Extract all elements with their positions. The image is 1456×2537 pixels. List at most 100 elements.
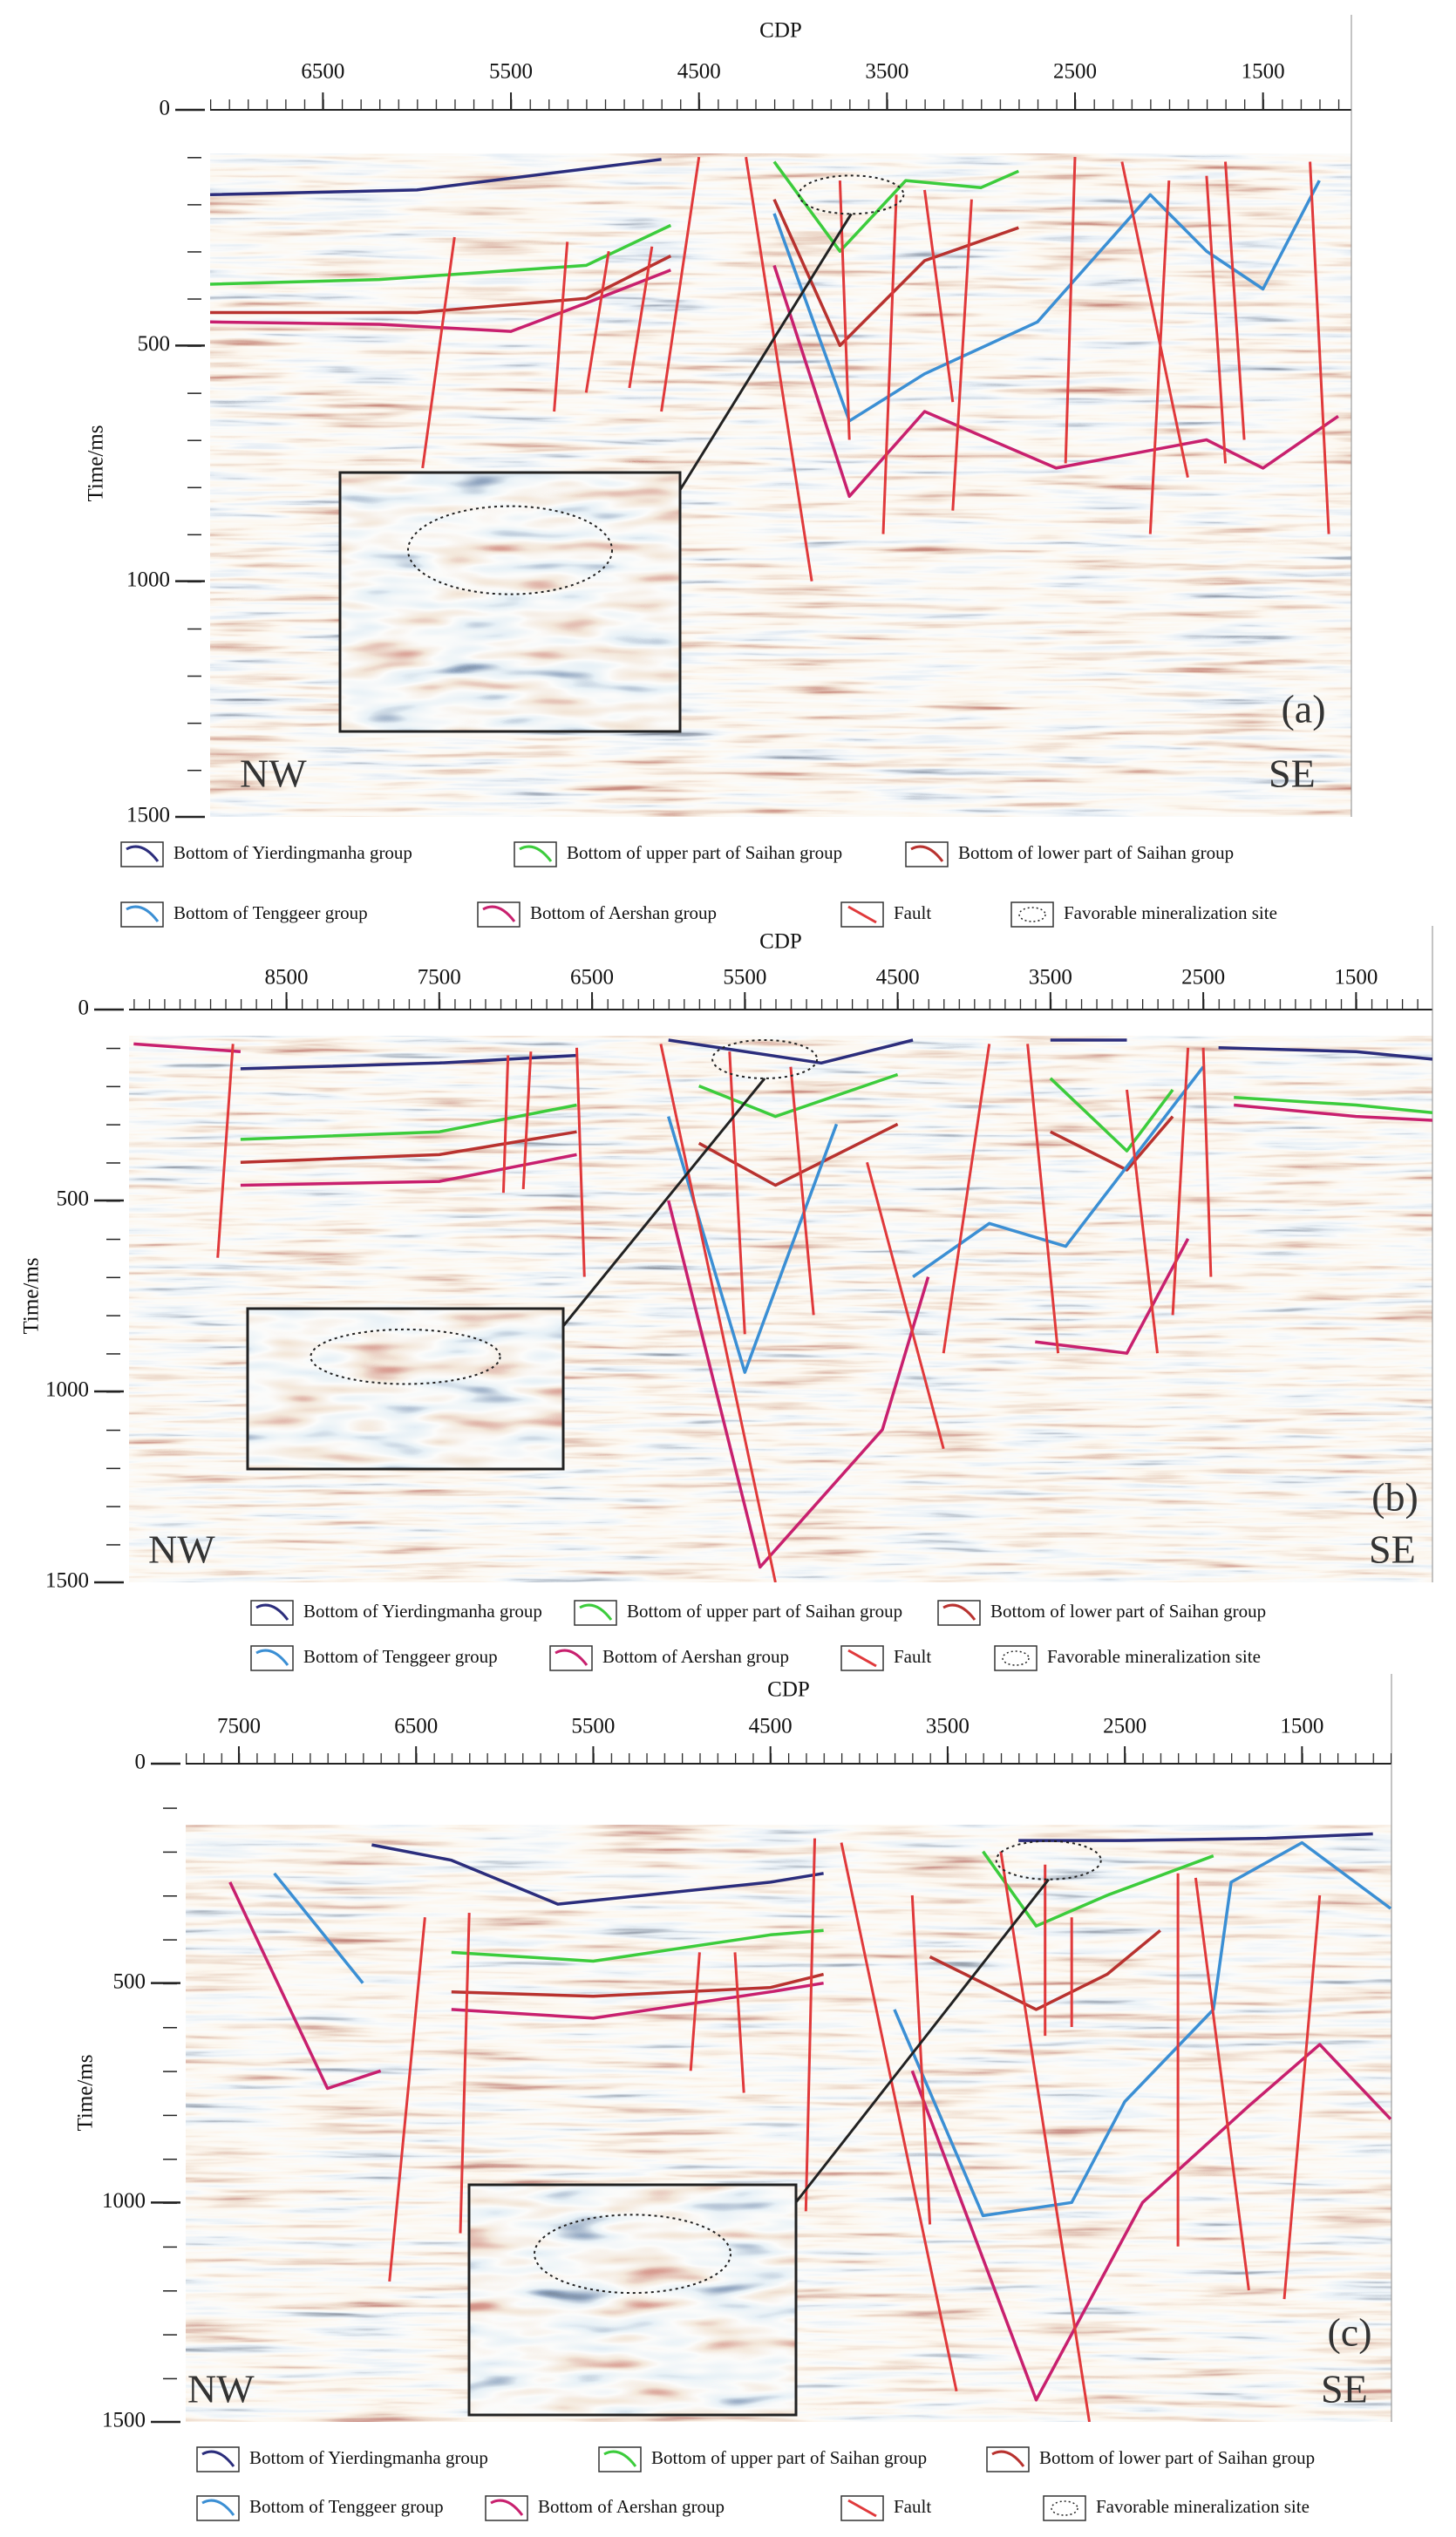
x-minor-ticks <box>186 1753 1391 1764</box>
fault-line <box>421 156 1330 582</box>
y-axis-label: Time/ms <box>74 2054 98 2131</box>
y-tick-label: 1500 <box>45 1569 89 1593</box>
legend-label: Fault <box>894 1646 931 1667</box>
horizon-line <box>210 158 662 197</box>
y-tick-label: 1500 <box>126 804 170 827</box>
legend-swatch <box>579 1603 613 1621</box>
x-tick-label: 4500 <box>876 966 920 990</box>
y-tick-label: 500 <box>113 1969 146 1993</box>
zoom-frame <box>338 471 682 733</box>
zoom-image <box>340 473 680 731</box>
x-tick-label: 7500 <box>217 1715 261 1738</box>
horizon-line <box>228 1881 1391 2402</box>
legend-label: Bottom of Yierdingmanha group <box>173 842 412 863</box>
legend-box <box>1043 2495 1086 2521</box>
x-tick-label: 4500 <box>749 1715 793 1738</box>
legend-swatch <box>942 1603 976 1621</box>
legend-swatch <box>255 1649 289 1666</box>
legend-label: Bottom of Tenggeer group <box>173 902 368 923</box>
direction-label: SE <box>1269 752 1316 796</box>
legend-label: Bottom of Aershan group <box>602 1646 789 1667</box>
legend-label: Bottom of Aershan group <box>530 902 717 923</box>
interpretation <box>133 1038 1432 1582</box>
zoom-site-ellipse <box>310 1328 501 1385</box>
zoom-frame <box>246 1307 565 1471</box>
legend-box <box>905 841 949 867</box>
legend-swatch <box>991 2450 1025 2467</box>
legend-swatch <box>910 845 944 862</box>
y-minor-ticks <box>103 1046 120 1581</box>
legend-box <box>477 901 520 928</box>
legend-box <box>514 841 557 867</box>
site-ellipse <box>798 174 905 215</box>
legend-label: Bottom of upper part of Saihan group <box>651 2447 927 2468</box>
y-tick-label: 0 <box>135 1751 146 1774</box>
x-tick-label: 5500 <box>723 966 766 990</box>
legend-box <box>574 1600 617 1626</box>
legend-swatch <box>482 905 516 922</box>
legend-label: Bottom of Yierdingmanha group <box>249 2447 488 2468</box>
zoom-site-ellipse <box>534 2214 731 2295</box>
zoom-connector <box>561 1077 766 1327</box>
x-tick-label: 2500 <box>1181 966 1225 990</box>
legend-swatch <box>847 1649 877 1668</box>
site-ellipse <box>995 1840 1102 1881</box>
legend-label: Bottom of upper part of Saihan group <box>627 1601 902 1622</box>
horizon-line <box>451 1850 1214 1963</box>
x-tick-label: 2500 <box>1053 60 1097 84</box>
legend-label: Fault <box>894 2496 931 2517</box>
horizon-line <box>210 160 1020 286</box>
legend-label: Favorable mineralization site <box>1047 1646 1261 1667</box>
zoom-image <box>469 2185 796 2415</box>
direction-label: NW <box>240 752 307 796</box>
legend-box <box>196 2495 240 2521</box>
interpretation <box>210 156 1339 582</box>
legend-swatch <box>519 845 553 862</box>
horizon-line <box>133 1042 1432 1569</box>
y-tick-label: 0 <box>78 996 90 1020</box>
legend-swatch <box>255 1603 289 1621</box>
legend-box <box>250 1645 294 1671</box>
legend-swatch <box>201 2450 235 2467</box>
legend-swatch <box>847 2499 877 2518</box>
legend-swatch <box>603 2450 637 2467</box>
x-tick-label: 1500 <box>1280 1715 1323 1738</box>
direction-label: NW <box>187 2367 255 2411</box>
zoom-connector <box>794 1878 1050 2203</box>
horizon-line <box>371 1832 1373 1906</box>
legend-label: Bottom of Yierdingmanha group <box>303 1601 542 1622</box>
y-axis-label: Time/ms <box>20 1257 44 1334</box>
legend-box <box>485 2495 528 2521</box>
legend-box <box>250 1600 294 1626</box>
legend-box <box>549 1645 593 1671</box>
legend-box <box>840 2495 884 2521</box>
horizon-line <box>240 1115 1174 1187</box>
x-tick-label: 6500 <box>394 1715 438 1738</box>
legend-box <box>986 2446 1030 2472</box>
y-tick-label: 1000 <box>126 568 170 591</box>
legend-swatch <box>126 905 160 922</box>
zoom-frame <box>467 2183 798 2417</box>
horizon-line <box>210 198 1019 348</box>
interpretation <box>228 1832 1391 2422</box>
legend-label: Bottom of upper part of Saihan group <box>567 842 842 863</box>
horizon-line <box>210 264 1339 499</box>
y-tick-label: 500 <box>57 1187 90 1211</box>
x-tick-label: 3500 <box>865 60 908 84</box>
y-tick-label: 500 <box>138 332 171 356</box>
x-minor-ticks <box>129 999 1432 1010</box>
panel: CDP 7500 6500 5500 4500 3500 2500 1500 Time/ms 0 5… <box>74 1674 1392 2521</box>
legend-label: Favorable mineralization site <box>1096 2496 1310 2517</box>
x-tick-label: 2500 <box>1103 1715 1146 1738</box>
legend-label: Bottom of lower part of Saihan group <box>958 842 1234 863</box>
legend-swatch <box>555 1649 589 1666</box>
panel: CDP 8500 7500 6500 5500 4500 3500 2500 1500 Time/… <box>20 926 1433 1671</box>
panel-label: (c) <box>1327 2310 1371 2355</box>
panel: CDP 6500 5500 4500 3500 2500 1500 Time/ms 0 500 10… <box>85 15 1352 928</box>
zoom-image <box>248 1309 563 1469</box>
x-axis-label: CDP <box>759 930 802 954</box>
legend-label: Fault <box>894 902 931 923</box>
legend-swatch <box>847 905 877 924</box>
legend-swatch <box>201 2499 235 2516</box>
x-tick-label: 6500 <box>301 60 344 84</box>
